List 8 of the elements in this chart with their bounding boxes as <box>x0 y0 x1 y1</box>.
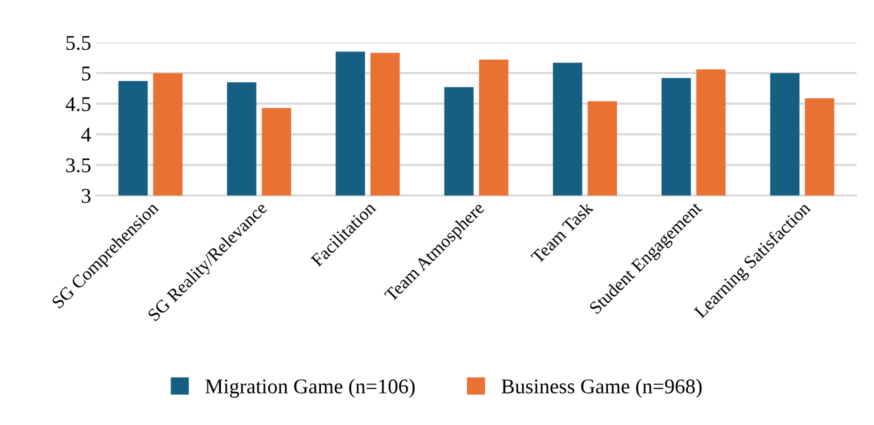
y-tick-label: 3.5 <box>66 158 90 172</box>
y-tick-label: 3 <box>82 188 90 203</box>
y-tick-label: 5 <box>82 66 90 81</box>
y-tick-label: 5.5 <box>66 36 90 50</box>
legend-label: Business Game (n=968) <box>502 378 702 398</box>
y-tick-label: 4.5 <box>66 97 90 112</box>
legend-label: Migration Game (n=106) <box>205 378 415 398</box>
y-tick-label: 4 <box>81 128 91 142</box>
